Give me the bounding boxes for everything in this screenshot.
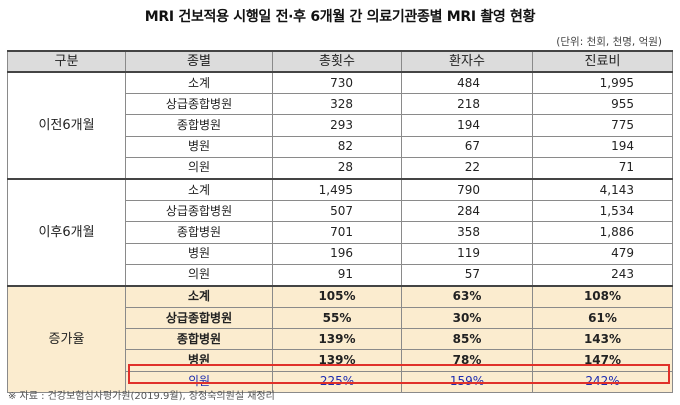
- row-patients: 63%: [401, 284, 533, 309]
- row-cost: 242%: [532, 370, 673, 393]
- row-cost: 194: [532, 135, 673, 158]
- row-patients: 22: [401, 156, 533, 180]
- row-patients: 159%: [401, 370, 533, 393]
- row-type: 종합병원: [125, 328, 273, 351]
- row-type: 의원: [125, 156, 273, 180]
- row-type: 종합병원: [125, 114, 273, 137]
- unit-note: (단위: 천회, 천명, 억원): [556, 36, 662, 48]
- row-count: 293: [272, 114, 402, 137]
- row-cost: 955: [532, 93, 673, 116]
- row-patients: 194: [401, 114, 533, 137]
- row-patients: 358: [401, 221, 533, 244]
- row-count: 328: [272, 93, 402, 116]
- row-patients: 57: [401, 263, 533, 287]
- page-title: MRI 건보적용 시행일 전·후 6개월 간 의료기관종별 MRI 촬영 현황: [144, 9, 536, 25]
- row-count: 701: [272, 221, 402, 244]
- row-patients: 484: [401, 71, 533, 95]
- row-patients: 790: [401, 177, 533, 202]
- row-cost: 61%: [532, 307, 673, 330]
- row-count: 507: [272, 200, 402, 223]
- row-type: 종합병원: [125, 221, 273, 244]
- header-category: 구분: [7, 50, 126, 73]
- row-cost: 1,886: [532, 221, 673, 244]
- table-row: 증가율 소계 105% 63% 108%: [7, 284, 673, 393]
- row-type: 의원: [125, 370, 273, 393]
- row-count: 105%: [272, 284, 402, 309]
- row-type: 상급종합병원: [125, 93, 273, 116]
- row-type: 상급종합병원: [125, 307, 273, 330]
- table-row: 상급종합병원 507 284 1,534: [8, 200, 673, 223]
- row-cost: 243: [532, 263, 673, 287]
- row-cost: 479: [532, 242, 673, 265]
- table-header-row: 구분 종별 총횟수 환자수 진료비: [7, 50, 673, 73]
- header-patients: 환자수: [401, 50, 533, 73]
- row-type: 병원: [125, 242, 273, 265]
- row-count: 82: [272, 135, 402, 158]
- row-cost: 4,143: [532, 177, 673, 202]
- row-patients: 85%: [401, 328, 533, 351]
- row-type: 병원: [125, 135, 273, 158]
- table-row: 병원 82 67 194: [8, 135, 673, 158]
- row-type: 소계: [125, 284, 273, 309]
- table-row: 이전6개월 소계 730 484 1,995: [7, 71, 673, 180]
- row-patients: 284: [401, 200, 533, 223]
- header-count: 총횟수: [272, 50, 402, 73]
- row-patients: 30%: [401, 307, 533, 330]
- row-count: 55%: [272, 307, 402, 330]
- row-count: 91: [272, 263, 402, 287]
- row-patients: 119: [401, 242, 533, 265]
- row-count: 730: [272, 71, 402, 95]
- row-cost: 1,995: [532, 71, 673, 95]
- mri-stats-table: 구분 종별 총횟수 환자수 진료비 이전6개월 소계 730 484 1,995…: [7, 50, 673, 393]
- table-row: 이후6개월 소계 1,495 790 4,143: [7, 177, 673, 287]
- header-cost: 진료비: [532, 50, 673, 73]
- table-row: 병원 196 119 479: [8, 242, 673, 265]
- row-patients: 78%: [401, 349, 533, 372]
- header-type: 종별: [125, 50, 273, 73]
- row-type: 상급종합병원: [125, 200, 273, 223]
- group-label-after: 이후6개월: [7, 177, 126, 287]
- table-row: 의원 28 22 71: [8, 156, 673, 180]
- source-note: ※ 자료 : 건강보험심사평가원(2019.9월), 장정숙의원실 재정리: [8, 391, 275, 402]
- row-count: 225%: [272, 370, 402, 393]
- row-type: 소계: [125, 71, 273, 95]
- row-count: 196: [272, 242, 402, 265]
- row-cost: 143%: [532, 328, 673, 351]
- table-row: 종합병원 139% 85% 143%: [8, 328, 673, 351]
- row-type: 소계: [125, 177, 273, 202]
- row-cost: 147%: [532, 349, 673, 372]
- table-row-highlighted: 의원 225% 159% 242%: [8, 370, 673, 393]
- row-type: 병원: [125, 349, 273, 372]
- row-cost: 108%: [532, 284, 673, 309]
- row-count: 28: [272, 156, 402, 180]
- group-label-increase: 증가율: [7, 284, 126, 393]
- row-type: 의원: [125, 263, 273, 287]
- table-row: 종합병원 701 358 1,886: [8, 221, 673, 244]
- row-count: 139%: [272, 349, 402, 372]
- row-patients: 218: [401, 93, 533, 116]
- row-cost: 775: [532, 114, 673, 137]
- row-cost: 71: [532, 156, 673, 180]
- row-cost: 1,534: [532, 200, 673, 223]
- row-count: 1,495: [272, 177, 402, 202]
- row-patients: 67: [401, 135, 533, 158]
- group-label-before: 이전6개월: [7, 71, 126, 180]
- row-count: 139%: [272, 328, 402, 351]
